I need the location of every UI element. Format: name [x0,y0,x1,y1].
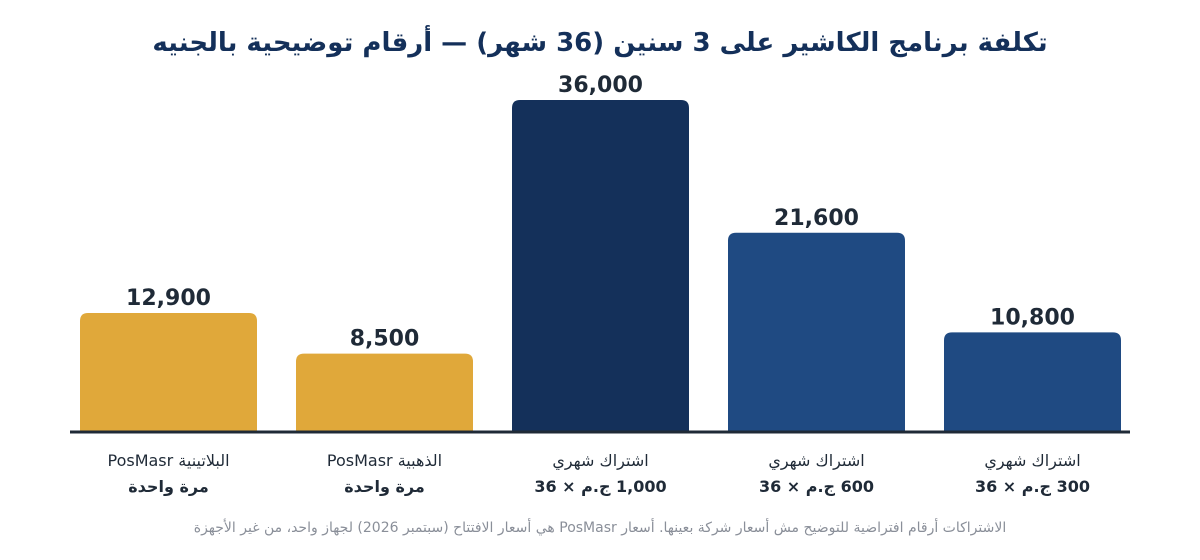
bar-4 [944,332,1121,432]
footnote: الاشتراكات أرقام افتراضية للتوضيح مش أسع… [193,520,1007,536]
bar-3 [728,232,905,432]
category-sublabel-2: 1,000 ج.م × 36 [534,477,666,496]
category-label-0: البلاتينية PosMasr [107,451,229,470]
value-label-1: 8,500 [350,327,420,352]
category-label-1: الذهبية PosMasr [327,451,442,470]
value-label-0: 12,900 [126,286,211,311]
category-label-3: اشتراك شهري [768,451,864,471]
category-sublabel-1: مرة واحدة [344,477,425,496]
category-sublabel-4: 300 ج.م × 36 [975,477,1090,496]
value-label-3: 21,600 [774,206,859,231]
value-label-4: 10,800 [990,305,1075,330]
category-sublabel-0: مرة واحدة [128,477,209,496]
chart-title: تكلفة برنامج الكاشير على 3 سنين (36 شهر)… [152,28,1048,58]
category-label-2: اشتراك شهري [552,451,648,471]
bar-0 [80,313,257,432]
labels-group: 12,900 البلاتينية PosMasr مرة واحدة 8,500 ال… [107,73,1090,496]
bar-2 [512,100,689,432]
bars-group [80,100,1121,432]
bar-1 [296,353,473,432]
value-label-2: 36,000 [558,73,643,98]
category-label-4: اشتراك شهري [984,451,1080,471]
category-sublabel-3: 600 ج.م × 36 [759,477,874,496]
